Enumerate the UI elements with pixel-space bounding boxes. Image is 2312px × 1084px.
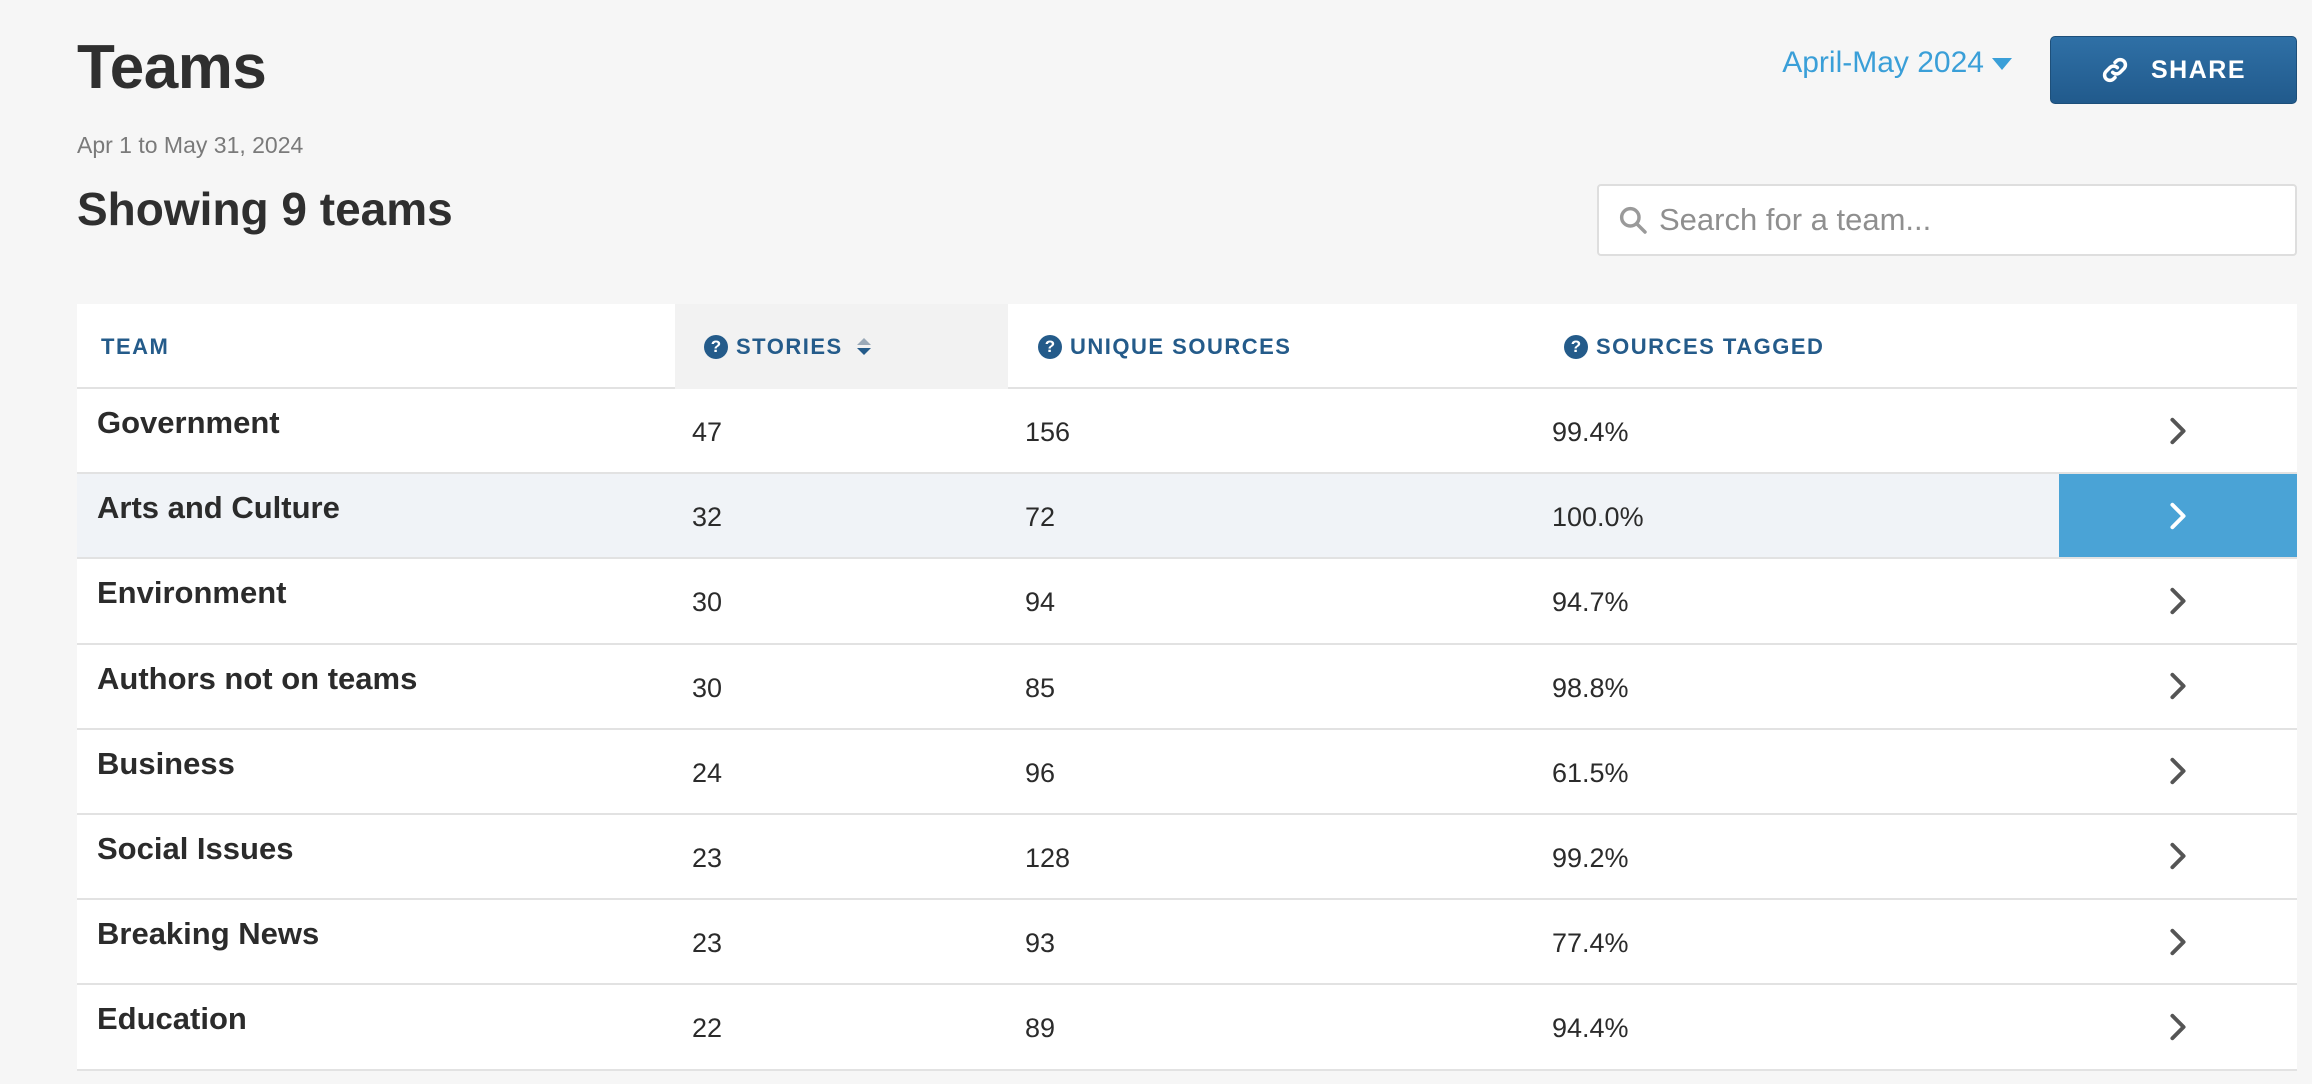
chevron-right-icon <box>2170 502 2186 529</box>
date-range-text: Apr 1 to May 31, 2024 <box>77 132 304 158</box>
team-name[interactable]: Breaking News <box>97 916 320 952</box>
column-header-sources-tagged[interactable]: ? SOURCES TAGGED <box>1564 304 1824 389</box>
team-name[interactable]: Education <box>97 1001 247 1037</box>
chevron-right-icon <box>2170 758 2186 785</box>
period-dropdown-label: April-May 2024 <box>1782 46 1984 79</box>
table-row[interactable]: Authors not on teams 30 85 98.8% <box>77 644 2297 730</box>
share-button-label: SHARE <box>2150 55 2246 84</box>
teams-table: TEAM ? STORIES ? UNIQUE SOURCES ? SOURCE… <box>77 304 2297 1071</box>
chevron-right-icon <box>2170 587 2186 615</box>
unique-sources-count: 96 <box>1025 757 1056 788</box>
chevron-right-icon <box>2170 928 2186 955</box>
table-row[interactable]: Social Issues 23 128 99.2% <box>77 814 2297 901</box>
unique-sources-count: 85 <box>1025 672 1056 703</box>
search-icon <box>1619 206 1647 234</box>
team-name[interactable]: Authors not on teams <box>97 660 418 696</box>
help-icon[interactable]: ? <box>704 334 728 359</box>
row-open-button[interactable] <box>2059 389 2297 472</box>
sources-tagged-percent: 94.4% <box>1552 1013 1629 1044</box>
unique-sources-count: 128 <box>1025 842 1071 873</box>
unique-sources-count: 89 <box>1025 1013 1056 1044</box>
column-header-unique-sources-label: UNIQUE SOURCES <box>1070 333 1292 359</box>
column-header-team[interactable]: TEAM <box>101 304 169 389</box>
stories-count: 22 <box>692 1013 723 1044</box>
unique-sources-count: 72 <box>1025 502 1056 533</box>
column-header-unique-sources[interactable]: ? UNIQUE SOURCES <box>1038 304 1291 389</box>
sources-tagged-percent: 99.4% <box>1552 417 1629 447</box>
table-row[interactable]: Business 24 96 61.5% <box>77 729 2297 815</box>
unique-sources-count: 93 <box>1025 928 1056 959</box>
showing-count: Showing 9 teams <box>77 183 453 235</box>
stories-count: 32 <box>692 502 723 533</box>
unique-sources-count: 156 <box>1025 417 1071 447</box>
column-header-sources-tagged-label: SOURCES TAGGED <box>1596 333 1825 359</box>
sources-tagged-percent: 100.0% <box>1552 502 1644 533</box>
stories-count: 47 <box>692 417 723 447</box>
stories-count: 23 <box>692 842 723 873</box>
column-header-team-label: TEAM <box>101 333 170 359</box>
row-open-button[interactable] <box>2059 645 2297 728</box>
search-input[interactable] <box>1659 202 2279 238</box>
stories-count: 30 <box>692 672 723 703</box>
share-button[interactable]: SHARE <box>2050 36 2297 104</box>
team-name[interactable]: Government <box>97 405 280 440</box>
chevron-right-icon <box>2170 1013 2186 1040</box>
stories-count: 30 <box>692 587 723 618</box>
row-open-button[interactable] <box>2059 815 2297 898</box>
help-icon[interactable]: ? <box>1564 334 1588 359</box>
chevron-right-icon <box>2170 417 2186 444</box>
column-header-stories-label: STORIES <box>736 333 843 359</box>
row-open-button[interactable] <box>2059 730 2297 813</box>
link-icon <box>2102 57 2128 83</box>
sources-tagged-percent: 98.8% <box>1552 672 1629 703</box>
column-header-stories[interactable]: ? STORIES <box>675 304 1008 389</box>
team-name[interactable]: Social Issues <box>97 830 294 866</box>
chevron-right-icon <box>2170 843 2186 870</box>
page-title: Teams <box>77 33 267 102</box>
stories-count: 24 <box>692 757 723 788</box>
row-open-button[interactable] <box>2059 900 2297 983</box>
stories-count: 23 <box>692 928 723 959</box>
unique-sources-count: 94 <box>1025 587 1056 618</box>
team-name[interactable]: Business <box>97 745 235 781</box>
sources-tagged-percent: 99.2% <box>1552 842 1629 873</box>
period-dropdown[interactable]: April-May 2024 <box>1782 46 2012 80</box>
table-row[interactable]: Education 22 89 94.4% <box>77 985 2297 1071</box>
sources-tagged-percent: 61.5% <box>1552 757 1629 788</box>
table-header: TEAM ? STORIES ? UNIQUE SOURCES ? SOURCE… <box>77 304 2297 389</box>
row-open-button[interactable] <box>2059 559 2297 642</box>
table-row[interactable]: Government 47 156 99.4% <box>77 389 2297 475</box>
team-name[interactable]: Environment <box>97 575 287 611</box>
sources-tagged-percent: 77.4% <box>1552 928 1629 959</box>
row-open-button[interactable] <box>2059 474 2297 558</box>
table-row[interactable]: Arts and Culture 32 72 100.0% <box>77 474 2297 560</box>
sort-icon <box>856 338 871 355</box>
chevron-right-icon <box>2170 672 2186 700</box>
sources-tagged-percent: 94.7% <box>1552 587 1629 618</box>
table-row[interactable]: Environment 30 94 94.7% <box>77 559 2297 645</box>
table-row[interactable]: Breaking News 23 93 77.4% <box>77 900 2297 986</box>
search-box <box>1597 184 2297 256</box>
team-name[interactable]: Arts and Culture <box>97 490 340 526</box>
help-icon[interactable]: ? <box>1038 334 1062 359</box>
table-body: Government 47 156 99.4% Arts and Culture… <box>77 389 2297 1071</box>
row-open-button[interactable] <box>2059 985 2297 1068</box>
caret-down-icon <box>1992 58 2012 70</box>
